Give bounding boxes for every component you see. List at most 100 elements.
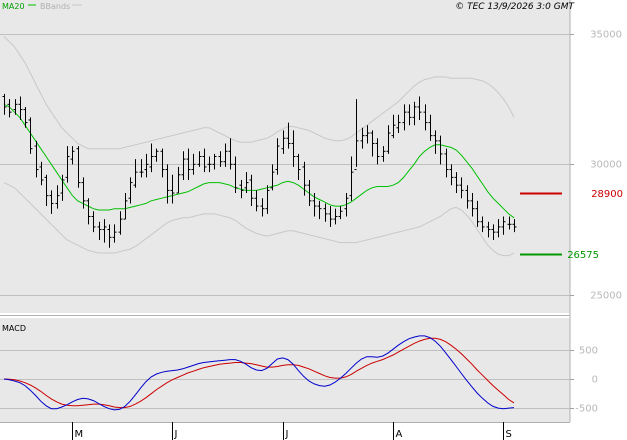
price-panel-background — [0, 0, 570, 313]
ohlc-bar — [375, 138, 380, 165]
ohlc-bar — [149, 143, 154, 173]
price-bars-layer — [2, 93, 517, 248]
copyright-text: © TEC 13/9/2026 3:0 GMT — [455, 2, 575, 12]
ohlc-bar — [333, 208, 338, 225]
ohlc-bar — [107, 224, 112, 248]
ohlc-bar — [501, 216, 506, 235]
ohlc-bar — [112, 224, 117, 243]
ohlc-bar — [417, 96, 422, 120]
macd-title: MACD — [2, 324, 26, 333]
ohlc-bar — [55, 185, 60, 209]
ohlc-bar — [7, 99, 12, 118]
ohlc-bar — [428, 114, 433, 141]
ohlc-bar — [328, 206, 333, 227]
ohlc-bar — [486, 221, 491, 238]
levels-layer: 28900 26575 — [520, 189, 623, 261]
ohlc-bar — [512, 219, 517, 233]
ohlc-bar — [254, 190, 259, 212]
price-grid: 25000 30000 35000 — [0, 30, 622, 302]
ohlc-bar — [91, 211, 96, 233]
month-label: J — [285, 429, 289, 440]
ohlc-bar — [239, 179, 244, 199]
ohlc-bar — [60, 174, 65, 201]
ohlc-bar — [338, 206, 343, 220]
ohlc-bar — [307, 179, 312, 207]
ohlc-bar — [39, 161, 44, 186]
bbands-legend: BBands — [40, 2, 70, 11]
macd-tick-label: 0 — [592, 375, 598, 386]
price-tick-label: 35000 — [590, 30, 622, 41]
price-tick-label: 25000 — [590, 291, 622, 302]
ohlc-bar — [197, 151, 202, 167]
ohlc-bar — [76, 146, 81, 188]
ohlc-bar — [70, 146, 75, 165]
ohlc-bar — [212, 153, 217, 170]
ohlc-bar — [444, 148, 449, 178]
ohlc-bar — [286, 122, 291, 149]
ohlc-bar — [423, 104, 428, 131]
ohlc-bar — [270, 164, 275, 191]
ohlc-bar — [459, 177, 464, 199]
ohlc-bar — [228, 138, 233, 170]
resistance-label: 28900 — [591, 189, 623, 200]
ohlc-bar — [18, 96, 23, 120]
ohlc-bar — [233, 156, 238, 194]
ohlc-bar — [507, 216, 512, 230]
ohlc-bar — [249, 174, 254, 207]
macd-layer — [3, 335, 515, 411]
ohlc-bar — [186, 148, 191, 180]
macd-grid: 500 0 -500 — [0, 346, 598, 415]
ohlc-bar — [34, 140, 39, 178]
ohlc-bar — [118, 211, 123, 235]
support-label: 26575 — [567, 250, 599, 261]
macd-tick-label: 500 — [579, 346, 598, 357]
bbands-lower-line — [3, 182, 515, 257]
ohlc-bar — [218, 151, 223, 167]
ohlc-bar — [123, 193, 128, 220]
macd-panel-background — [0, 318, 570, 422]
ohlc-bar — [449, 164, 454, 186]
ohlc-bar — [396, 114, 401, 134]
ohlc-bar — [165, 164, 170, 204]
ohlc-bar — [491, 224, 496, 240]
ohlc-bar — [475, 200, 480, 227]
ohlc-bar — [65, 146, 70, 183]
ohlc-bar — [81, 177, 86, 209]
ohlc-bar — [128, 177, 133, 204]
ohlc-bar — [260, 198, 265, 217]
ohlc-bar — [465, 185, 470, 209]
ohlc-bar — [181, 151, 186, 180]
ohlc-bar — [454, 172, 459, 194]
macd-main-line — [3, 335, 515, 411]
ohlc-bar — [281, 130, 286, 154]
month-label: S — [506, 429, 512, 440]
ohlc-bar — [102, 219, 107, 243]
ohlc-bar — [160, 148, 165, 178]
month-label: A — [396, 429, 403, 440]
ohlc-bar — [349, 156, 354, 201]
ohlc-bar — [291, 130, 296, 167]
month-label: M — [75, 429, 84, 440]
bbands-upper-line — [3, 36, 515, 150]
ohlc-bar — [317, 200, 322, 220]
ohlc-bar — [202, 148, 207, 173]
ohlc-bar — [402, 104, 407, 131]
ohlc-bar — [176, 166, 181, 194]
ohlc-bar — [354, 99, 359, 171]
ohlc-bar — [480, 216, 485, 233]
ohlc-bar — [2, 93, 7, 115]
ohlc-bar — [170, 174, 175, 204]
ohlc-bar — [360, 127, 365, 149]
ohlc-bar — [223, 143, 228, 167]
month-label: J — [174, 429, 178, 440]
ohlc-bar — [133, 159, 138, 188]
ohlc-bar — [139, 159, 144, 178]
ohlc-bar — [13, 99, 18, 115]
ohlc-bar — [244, 172, 249, 194]
price-tick-label: 30000 — [590, 160, 622, 171]
ohlc-bar — [49, 190, 54, 214]
ohlc-bar — [154, 148, 159, 162]
ohlc-bar — [433, 130, 438, 154]
